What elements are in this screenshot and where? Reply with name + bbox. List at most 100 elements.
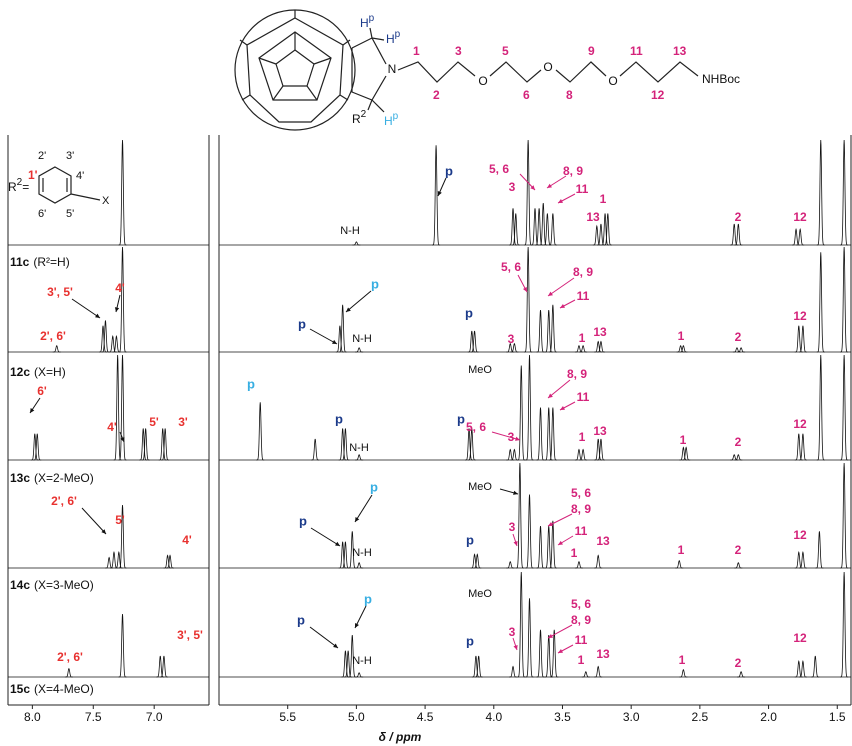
oxygen: O	[608, 74, 617, 88]
peak	[355, 347, 364, 353]
annotation-arrow	[547, 624, 573, 639]
peak	[517, 365, 526, 461]
peak-annotation: 12	[793, 210, 807, 224]
peak	[811, 655, 820, 678]
peak	[139, 428, 148, 461]
arrow-head	[513, 490, 518, 495]
peak	[682, 446, 691, 461]
peak	[579, 345, 588, 353]
peak	[517, 571, 526, 678]
arrow-head	[548, 633, 553, 638]
arrow-head	[558, 540, 563, 545]
compound-id: 11c	[10, 255, 30, 269]
peak	[113, 354, 122, 461]
annotation-arrow	[345, 290, 372, 313]
peak-annotation: 2	[735, 656, 742, 670]
peak	[730, 223, 739, 246]
x-tick-label: 5.0	[348, 710, 365, 724]
peak-annotation: 1	[679, 653, 686, 667]
arrow-head	[335, 541, 340, 546]
compound-id: 12c	[10, 365, 30, 379]
peak	[355, 562, 364, 569]
peak	[30, 433, 39, 461]
peak-annotation: p	[247, 376, 255, 391]
arrow-head	[355, 517, 360, 522]
peak	[158, 428, 167, 461]
peak-annotation: 2	[735, 435, 742, 449]
nitrogen: N	[388, 62, 397, 76]
peak-annotation: p	[466, 532, 474, 547]
peak	[467, 428, 476, 461]
arrow-head	[548, 522, 553, 526]
peak	[141, 428, 150, 461]
x-tick-label: 8.0	[24, 710, 41, 724]
compound-detail: (X=3-MeO)	[34, 578, 94, 592]
peak	[156, 655, 165, 678]
peak	[511, 213, 520, 246]
peak	[510, 342, 519, 353]
peak	[840, 354, 849, 461]
peak-annotation: 12	[793, 528, 807, 542]
peak	[109, 550, 118, 569]
peak	[794, 433, 803, 461]
peak	[474, 655, 483, 678]
peak	[675, 559, 684, 569]
arrow-head	[548, 393, 553, 398]
arrow-head	[95, 313, 100, 318]
peak	[594, 554, 603, 569]
peak-annotation: 11	[577, 289, 590, 303]
peak	[64, 667, 73, 678]
ring-number: 6'	[38, 208, 46, 220]
peak-annotation: p	[335, 411, 343, 426]
chain-number: 6	[523, 88, 530, 102]
proton: Hp	[360, 13, 375, 31]
spectrum	[8, 139, 851, 246]
peak	[506, 448, 515, 461]
peak	[737, 671, 746, 678]
peak-annotation: 1	[600, 192, 607, 206]
peak	[338, 541, 347, 569]
compound-id: 15c	[10, 682, 30, 696]
peak-annotation: p	[457, 411, 465, 426]
peak	[601, 213, 610, 246]
ring-number: 4'	[76, 170, 84, 182]
peak-annotation: 13	[586, 210, 600, 224]
peak-annotation: p	[364, 591, 372, 606]
peak	[525, 494, 534, 569]
substituent-label: R2=	[8, 177, 29, 195]
peak-annotation: 2', 6'	[51, 494, 77, 508]
peak-annotation: 3'	[178, 415, 188, 429]
peak	[816, 354, 825, 461]
peak	[311, 438, 320, 461]
peak	[52, 345, 61, 353]
ring-number: 1'	[28, 168, 38, 182]
peak-annotation: 8, 9	[571, 613, 591, 627]
arrow-head	[30, 408, 35, 413]
annotation-arrow	[547, 379, 571, 399]
spectrum-label: 14c (X=3-MeO)	[10, 578, 94, 592]
peak-annotation: N-H	[352, 547, 372, 559]
compound-detail: (X=H)	[34, 365, 66, 379]
peak-annotation: 4'	[182, 533, 192, 547]
peak-annotation: 2', 6'	[40, 329, 66, 343]
peak	[596, 340, 605, 353]
peak	[341, 541, 350, 569]
peak	[159, 655, 168, 678]
peak	[732, 347, 741, 353]
x-tick-label: 1.5	[829, 710, 846, 724]
arrow-head	[346, 307, 351, 312]
peak	[163, 554, 172, 569]
arrow-head	[114, 307, 120, 312]
peak	[536, 309, 545, 353]
peak-annotation: 8, 9	[571, 502, 591, 516]
peak	[470, 553, 479, 569]
ring-number: 2'	[38, 150, 46, 162]
peak	[524, 139, 533, 246]
peak	[798, 659, 807, 678]
chain-number: 3	[455, 44, 462, 58]
peak-annotation: N-H	[340, 225, 360, 237]
peak	[341, 428, 350, 461]
peak	[473, 553, 482, 569]
peak-annotation: 5, 6	[571, 486, 591, 500]
